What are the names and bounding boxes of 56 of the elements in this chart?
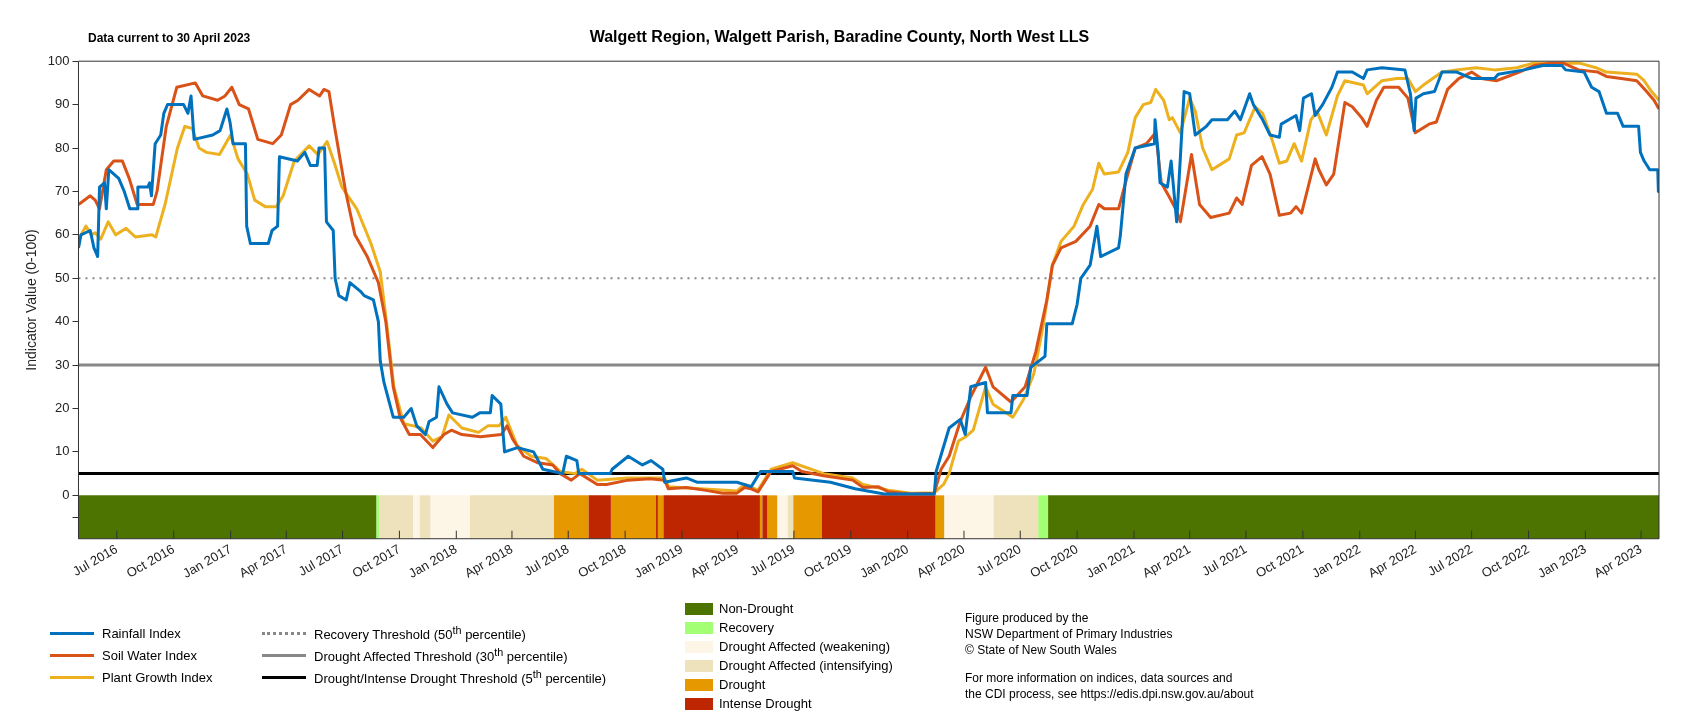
x-tick-label: Jul 2020 bbox=[973, 541, 1024, 579]
x-tick-label: Apr 2022 bbox=[1365, 541, 1419, 581]
x-tick-label: Apr 2021 bbox=[1139, 541, 1193, 581]
legend-label: Plant Growth Index bbox=[102, 669, 213, 685]
x-tick-label: Oct 2021 bbox=[1252, 541, 1307, 581]
x-tick-label: Oct 2017 bbox=[349, 541, 403, 581]
y-tick-label: 90 bbox=[55, 96, 70, 112]
y-tick-label: 60 bbox=[55, 226, 70, 242]
legend-label: Drought Affected Threshold (30$^{th}$ percentile) bbox=[314, 645, 568, 665]
x-tick-label: Jul 2016 bbox=[70, 541, 121, 579]
x-tick-label: Apr 2019 bbox=[687, 541, 741, 581]
x-tick-label: Apr 2023 bbox=[1591, 541, 1645, 581]
legend-label: Drought bbox=[719, 677, 766, 692]
x-tick-label: Jul 2021 bbox=[1199, 541, 1250, 579]
text: Figure produced by the NSW Department of Primary Industries © State of New South Wales bbox=[965, 610, 1173, 658]
y-tick-label: 20 bbox=[55, 400, 70, 416]
x-tick-label: Jan 2017 bbox=[180, 541, 234, 581]
legend-label: Drought/Intense Drought Threshold (5$^{th}$ percentile) bbox=[314, 667, 607, 687]
text: Data current to 30 April 2023 bbox=[88, 30, 251, 46]
x-tick-label: Apr 2017 bbox=[236, 541, 290, 581]
x-tick-label: Jul 2018 bbox=[521, 541, 572, 579]
text: For more information on indices, data sources and the CDI process, see https://edis.dpi.nsw.gov.au/about bbox=[965, 670, 1254, 702]
y-tick-label: 70 bbox=[55, 183, 70, 199]
chart-title: Walgett Region, Walgett Parish, Baradine County, North West LLS bbox=[589, 28, 1090, 46]
legend-label: Soil Water Index bbox=[102, 647, 197, 663]
x-tick-label: Jul 2022 bbox=[1424, 541, 1475, 579]
x-tick-label: Jan 2019 bbox=[631, 541, 686, 581]
y-tick-label: 80 bbox=[55, 139, 70, 155]
legend-label: Non-Drought bbox=[719, 601, 794, 616]
x-tick-label: Jan 2020 bbox=[857, 541, 911, 581]
legend-label: Recovery bbox=[719, 620, 774, 635]
y-tick-label: 30 bbox=[55, 356, 70, 372]
legend-label: Intense Drought bbox=[719, 696, 812, 711]
y-tick-label: 0 bbox=[62, 486, 70, 502]
x-tick-label: Jul 2017 bbox=[295, 541, 346, 579]
x-tick-label: Apr 2020 bbox=[914, 541, 968, 581]
x-tick-label: Oct 2018 bbox=[575, 541, 629, 581]
x-tick-label: Oct 2022 bbox=[1478, 541, 1532, 581]
x-tick-label: Oct 2019 bbox=[800, 541, 855, 581]
x-tick-label: Jul 2019 bbox=[747, 541, 798, 579]
x-tick-label: Oct 2020 bbox=[1027, 541, 1081, 581]
legend-label: Recovery Threshold (50$^{th}$ percentile) bbox=[314, 623, 526, 643]
y-axis-title: Indicator Value (0-100) bbox=[23, 229, 40, 371]
y-tick-label: 50 bbox=[55, 269, 70, 285]
x-tick-label: Jan 2018 bbox=[405, 541, 460, 581]
x-tick-label: Jan 2022 bbox=[1309, 541, 1364, 581]
y-tick-label: 10 bbox=[55, 443, 70, 459]
y-tick-label: 100 bbox=[47, 52, 70, 68]
y-tick-label: 40 bbox=[55, 313, 70, 329]
legend-label: Drought Affected (intensifying) bbox=[719, 658, 893, 673]
x-tick-label: Oct 2016 bbox=[123, 541, 178, 581]
legend-label: Rainfall Index bbox=[102, 625, 181, 641]
x-tick-label: Jan 2021 bbox=[1083, 541, 1138, 581]
legend-label: Drought Affected (weakening) bbox=[719, 639, 891, 654]
x-tick-label: Apr 2018 bbox=[462, 541, 516, 581]
x-tick-label: Jan 2023 bbox=[1534, 541, 1589, 581]
